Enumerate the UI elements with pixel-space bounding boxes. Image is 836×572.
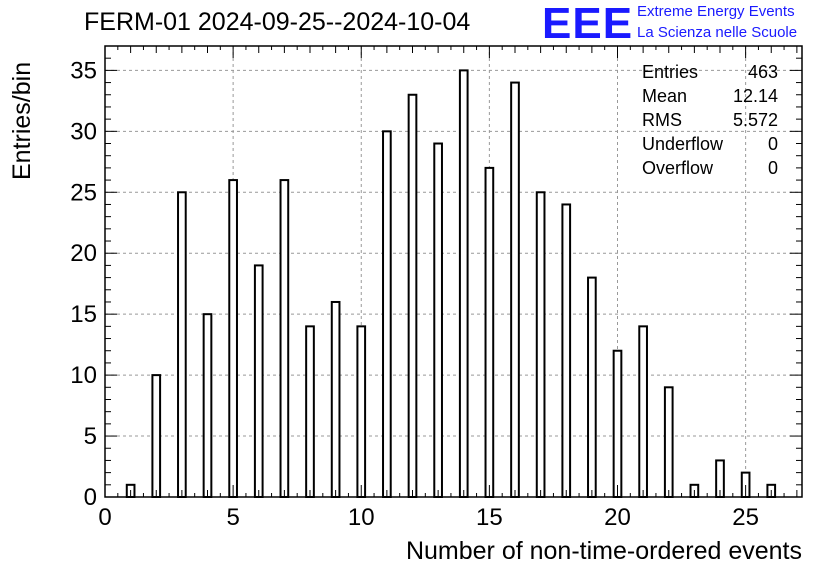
y-tick-label: 30 xyxy=(70,118,97,145)
stats-label: Overflow xyxy=(642,158,714,178)
y-tick-label: 0 xyxy=(84,484,97,511)
histogram-bar xyxy=(587,276,597,499)
histogram-bar xyxy=(458,69,469,498)
stats-label: RMS xyxy=(642,110,682,130)
plot-frame xyxy=(104,45,803,498)
histogram-bar xyxy=(253,264,264,498)
logo-tagline-1: Extreme Energy Events xyxy=(637,3,795,20)
logo-tagline-2: La Scienza nelle Scuole xyxy=(637,24,798,41)
histogram-bar xyxy=(535,191,546,498)
stats-box: Entries 463 Mean 12.14 RMS 5.572 Underfl… xyxy=(642,60,778,180)
axis-ticks: 0 5 10 15 20 25 0 5 10 15 20 25 30 35 xyxy=(70,45,802,531)
y-tick-label: 35 xyxy=(70,57,97,84)
histogram-bar xyxy=(279,179,290,498)
chart-title: FERM-01 2024-09-25--2024-10-04 xyxy=(84,8,471,36)
stats-row-underflow: Underflow 0 xyxy=(642,132,778,156)
x-tick-label: 0 xyxy=(98,504,111,531)
histogram-bar xyxy=(433,142,443,498)
stats-value: 0 xyxy=(767,158,778,178)
x-axis-label: Number of non-time-ordered events xyxy=(405,537,802,565)
stats-row-overflow: Overflow 0 xyxy=(642,156,778,180)
histogram-bar xyxy=(151,374,162,498)
axes xyxy=(104,45,803,498)
x-tick-label: 15 xyxy=(476,504,503,531)
stats-value: 0 xyxy=(767,134,778,154)
y-tick-label: 20 xyxy=(70,240,97,267)
grid-lines xyxy=(105,46,802,497)
stats-row-rms: RMS 5.572 xyxy=(642,108,778,132)
histogram-bar xyxy=(177,191,187,498)
eee-logo: EEE xyxy=(542,0,634,48)
histogram-bar xyxy=(510,81,520,498)
y-axis-label: Entries/bin xyxy=(8,61,36,180)
histogram-bar xyxy=(484,166,495,498)
stats-row-mean: Mean 12.14 xyxy=(642,84,778,108)
stats-label: Entries xyxy=(642,62,699,82)
histogram-bar xyxy=(612,349,623,498)
y-tick-label: 15 xyxy=(70,301,97,328)
histogram-bar xyxy=(330,300,341,498)
histogram-bar xyxy=(638,325,648,498)
x-tick-label: 10 xyxy=(348,504,375,531)
histogram-bar xyxy=(407,93,418,499)
y-tick-label: 25 xyxy=(70,179,97,206)
x-tick-label: 5 xyxy=(226,504,239,531)
stats-row-entries: Entries 463 xyxy=(642,60,778,84)
stats-value: 5.572 xyxy=(732,110,778,130)
histogram-bar xyxy=(228,179,238,498)
x-tick-label: 20 xyxy=(604,504,631,531)
y-tick-label: 10 xyxy=(70,362,97,389)
stats-value: 463 xyxy=(747,62,778,82)
stats-label: Underflow xyxy=(642,134,724,154)
stats-value: 12.14 xyxy=(732,86,778,106)
histogram-bar xyxy=(202,313,213,499)
histogram-bar xyxy=(356,325,367,498)
x-tick-label: 25 xyxy=(732,504,759,531)
histogram-bar xyxy=(382,130,392,499)
y-tick-label: 5 xyxy=(84,423,97,450)
histogram-bar xyxy=(561,203,572,498)
stats-label: Mean xyxy=(642,86,688,106)
histogram-bar xyxy=(663,386,674,499)
histogram-bar xyxy=(305,325,315,498)
